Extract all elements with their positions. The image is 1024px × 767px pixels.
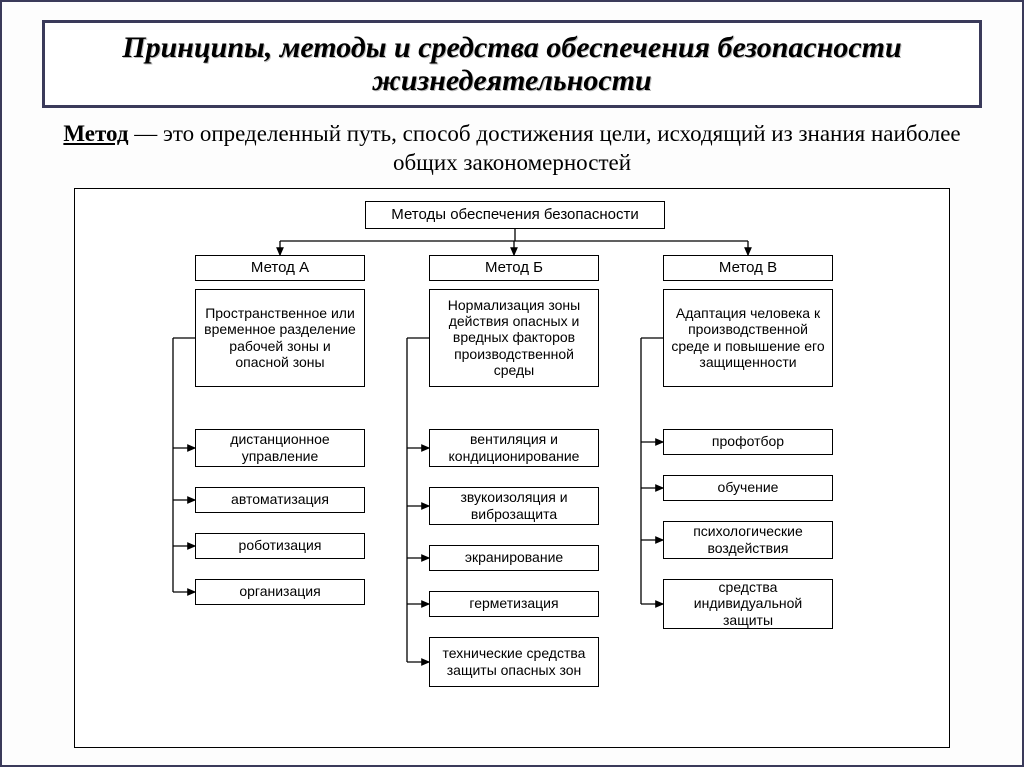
leaf-0-0: дистанционное управление [195,429,365,467]
leaf-2-0: профотбор [663,429,833,455]
method-desc-1: Нормализация зоны действия опасных и вре… [429,289,599,387]
method-head-0: Метод А [195,255,365,281]
definition: Метод — это определенный путь, способ до… [42,120,982,178]
leaf-1-1: звукоизоляция и виброзащита [429,487,599,525]
method-desc-2: Адаптация человека к производственной ср… [663,289,833,387]
leaf-1-3: герметизация [429,591,599,617]
diagram: Методы обеспечения безопасностиМетод А Пр… [74,188,950,748]
method-head-2: Метод В [663,255,833,281]
method-desc-0: Пространственное или временное разделени… [195,289,365,387]
leaf-1-4: технические средства защиты опасных зон [429,637,599,687]
definition-text: — это определенный путь, способ достижен… [128,121,960,175]
root-box: Методы обеспечения безопасности [365,201,665,229]
leaf-2-3: средства индивидуальной защиты [663,579,833,629]
leaf-0-1: автоматизация [195,487,365,513]
leaf-0-3: организация [195,579,365,605]
leaf-2-1: обучение [663,475,833,501]
definition-term: Метод [63,121,128,146]
leaf-1-2: экранирование [429,545,599,571]
page-title: Принципы, методы и средства обеспечения … [57,31,967,97]
page-title-box: Принципы, методы и средства обеспечения … [42,20,982,108]
leaf-2-2: психологические воздействия [663,521,833,559]
leaf-0-2: роботизация [195,533,365,559]
leaf-1-0: вентиляция и кондиционирование [429,429,599,467]
method-head-1: Метод Б [429,255,599,281]
